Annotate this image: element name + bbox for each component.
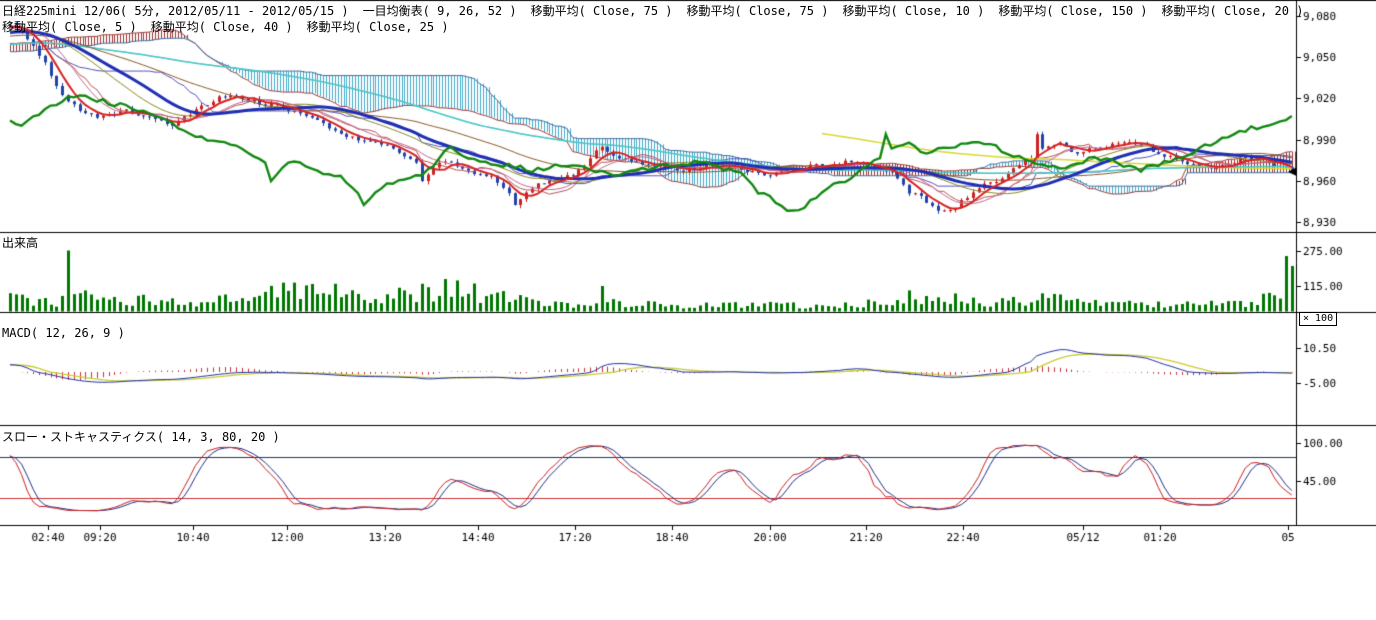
chart-canvas[interactable] — [0, 0, 1376, 620]
chart-window: 日経225mini 12/06( 5分, 2012/05/11 - 2012/0… — [0, 0, 1376, 620]
